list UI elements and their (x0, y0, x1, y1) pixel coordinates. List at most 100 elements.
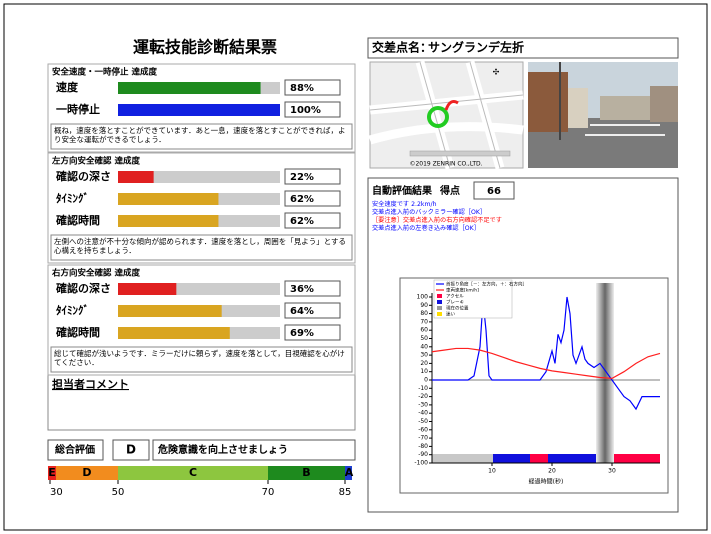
row-label: 確認時間 (56, 213, 100, 227)
value-box (284, 280, 341, 297)
y-tick-label: -30 (418, 401, 428, 408)
score-box (473, 181, 515, 200)
grade-letter: D (82, 466, 91, 479)
y-tick-label: -60 (418, 426, 428, 433)
y-tick-label: -100 (414, 460, 428, 467)
grade-segment (345, 466, 352, 480)
y-tick-label: 70 (420, 318, 428, 325)
intersection-name: サングランデ左折 (428, 40, 524, 55)
legend-label: 車両速度[km/h] (446, 287, 479, 294)
value-box (284, 302, 341, 319)
bar (118, 305, 222, 317)
map-image: ✣ (368, 60, 524, 170)
comment-box (50, 123, 353, 150)
result-message: 安全速度です 2.2km/h (372, 200, 437, 208)
bar (118, 193, 219, 205)
grade-letter: B (302, 466, 310, 479)
timeline-strip (432, 454, 493, 463)
intersection-label: 交差点名： (372, 40, 432, 55)
value-label: 62% (290, 216, 314, 227)
value-box (284, 79, 341, 96)
overall-grade: D (126, 443, 136, 457)
legend-swatch (437, 294, 442, 298)
legend-label: 迷い (446, 311, 455, 318)
value-label: 69% (290, 328, 314, 339)
y-tick-label: -40 (418, 410, 428, 417)
grade-letter: E (48, 466, 56, 479)
grade-tick-label: 30 (50, 487, 63, 498)
y-tick-label: 10 (420, 368, 428, 375)
result-message: 交差点進入前のバックミラー確認［OK］ (372, 208, 486, 216)
overall-label: 総合評価 (55, 443, 95, 456)
row-label: ﾀｲﾐﾝｸﾞ (56, 191, 89, 205)
row-label: 速度 (56, 80, 79, 94)
bar (118, 104, 280, 116)
bar-track (118, 171, 280, 183)
legend-label: ブレーキ (446, 299, 464, 306)
section-comment-wrap: 左側への注意が不十分な傾向が認められます．速度を落とし，周囲を「見よう」とする心… (54, 237, 346, 255)
data-line (431, 347, 661, 379)
row-label: 一時停止 (56, 102, 100, 116)
y-tick-label: -70 (418, 435, 428, 442)
x-axis-label: 経過時間(秒) (529, 478, 564, 486)
grade-segment (48, 466, 56, 480)
y-tick-label: 80 (420, 310, 428, 317)
grade-letter: C (189, 466, 197, 479)
x-tick-label: 20 (548, 468, 556, 475)
intersection-box (367, 37, 679, 59)
result-message: ［要注意］交差点進入前の右方向確認不足です (372, 216, 502, 224)
y-tick-label: 40 (420, 343, 428, 350)
bar (118, 283, 177, 295)
comment-box (50, 346, 353, 373)
grade-segment (56, 466, 118, 480)
bar (118, 327, 230, 339)
section-title: 安全速度・一時停止 達成度 (52, 67, 157, 78)
section-comment: 左側への注意が不十分な傾向が認められます．速度を落とし，周囲を「見よう」とする心… (54, 237, 346, 255)
value-box (284, 324, 341, 341)
report-title: 運転技能診断結果票 (133, 38, 277, 57)
legend-label: 首振り角度［－：左方向，＋：右方向］ (446, 281, 527, 288)
y-tick-label: 60 (420, 327, 428, 334)
value-label: 62% (290, 194, 314, 205)
y-tick-label: -80 (418, 443, 428, 450)
timeline-strip (530, 454, 548, 463)
value-label: 88% (290, 83, 314, 94)
legend-swatch (437, 306, 442, 310)
legend-label: アクセル (446, 294, 464, 300)
bar (118, 171, 154, 183)
y-tick-label: 100 (417, 294, 429, 301)
legend-swatch (437, 312, 442, 316)
timeline-strip (548, 454, 600, 463)
x-tick-label: 30 (608, 468, 616, 475)
value-box (284, 101, 341, 118)
comment-box (50, 234, 353, 261)
section-comment-wrap: 総じて確認が浅いようです．ミラーだけに頼らず，速度を落として，目視確認を心がけて… (54, 349, 345, 367)
value-label: 64% (290, 306, 314, 317)
result-label: 自動評価結果 (372, 184, 433, 197)
y-tick-label: -90 (418, 451, 428, 458)
grade-tick-label: 70 (262, 487, 275, 498)
section-comment: 概ね，速度を落とすことができています．あと一息，速度を落とすことができれば，より… (54, 126, 346, 144)
grade-letter: A (345, 466, 354, 479)
bar (118, 82, 261, 94)
legend-swatch (437, 300, 442, 304)
bar (118, 215, 219, 227)
street-photo (528, 62, 678, 168)
y-tick-label: 50 (420, 335, 428, 342)
grade-tick-label: 50 (112, 487, 125, 498)
y-tick-label: 20 (420, 360, 428, 367)
value-box (284, 212, 341, 229)
overall-message: 危険意識を向上させましょう (158, 443, 288, 456)
map-credit: ©2019 ZENRIN CO.,LTD. (409, 161, 482, 168)
legend-box (433, 279, 513, 319)
timeline-strip (600, 454, 660, 463)
current-position-band (596, 283, 614, 463)
value-box (284, 190, 341, 207)
section-comment-wrap: 概ね，速度を落とすことができています．あと一息，速度を落とすことができれば，より… (54, 126, 346, 144)
y-tick-label: -20 (418, 393, 428, 400)
score-label: 得点 (439, 184, 460, 197)
staff-comment-box (47, 374, 356, 431)
overall-label-box (47, 439, 104, 461)
score: 66 (487, 186, 501, 197)
